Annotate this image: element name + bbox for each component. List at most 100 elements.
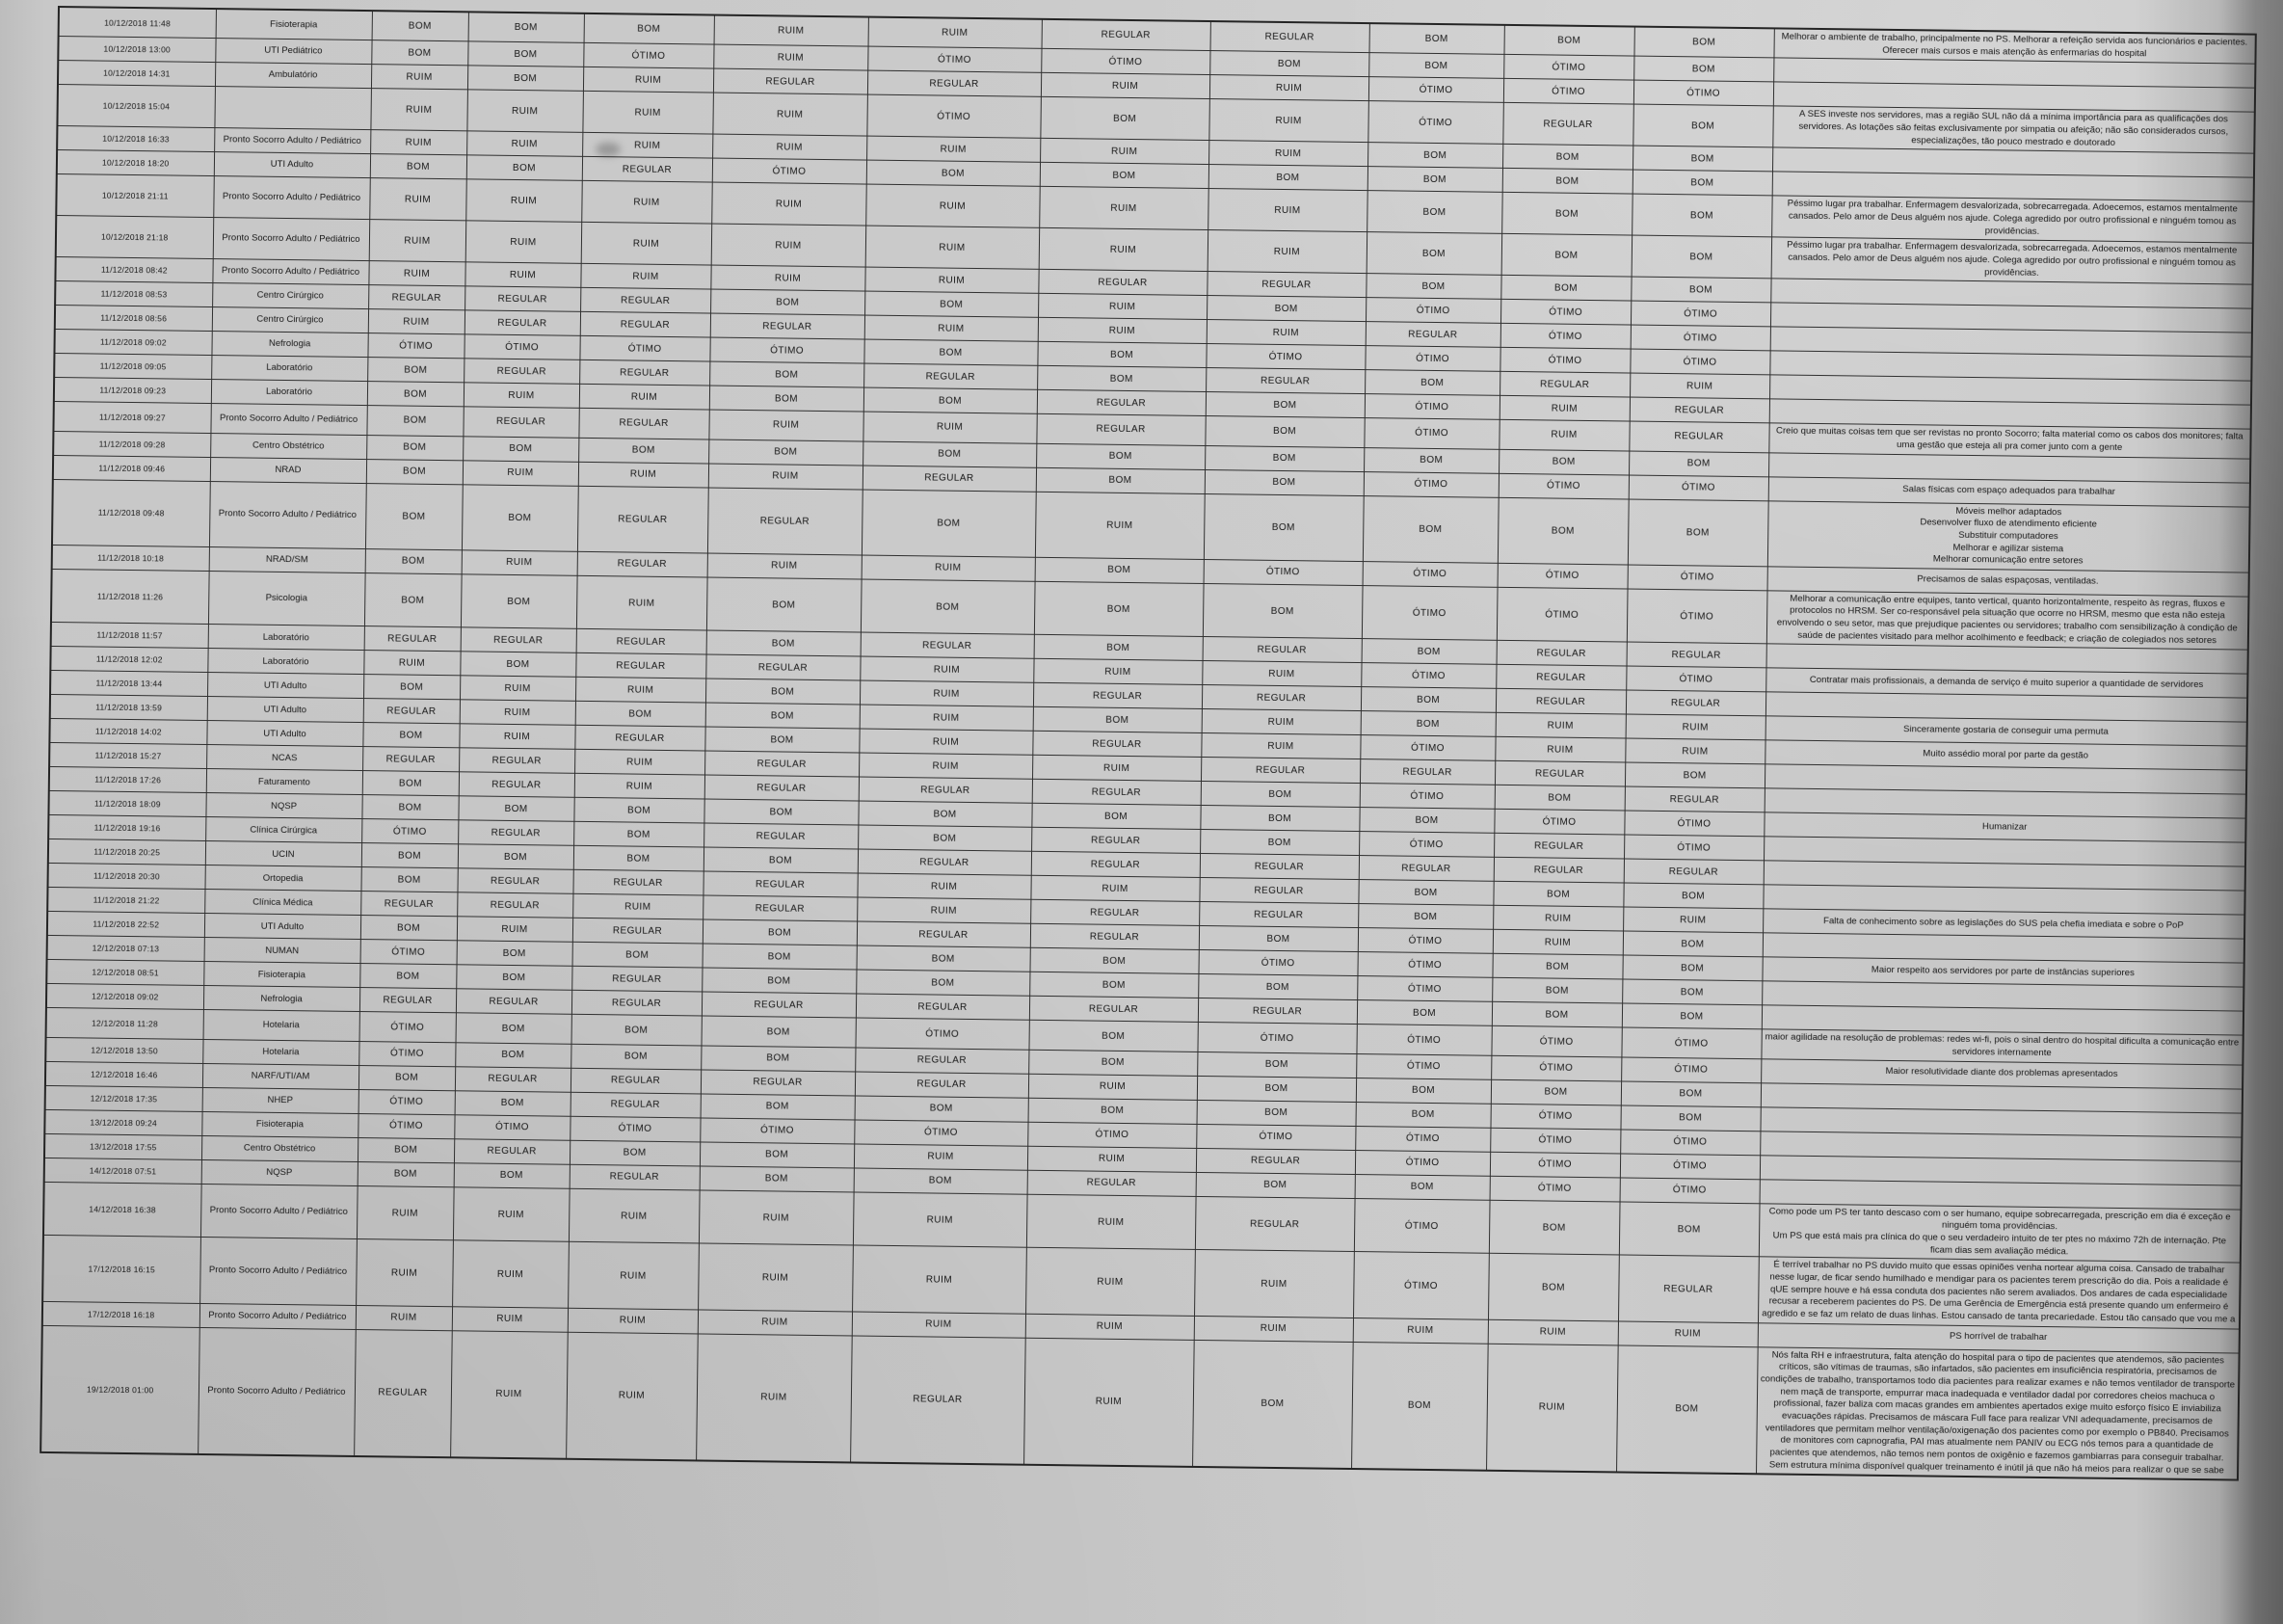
rating-cell: ÓTIMO xyxy=(1621,1027,1762,1059)
rating-cell: ÓTIMO xyxy=(866,94,1041,139)
rating-cell: ÓTIMO xyxy=(1626,666,1766,693)
datetime-cell: 11/12/2018 09:28 xyxy=(53,431,211,458)
rating-cell: RUIM xyxy=(713,14,868,47)
rating-cell: RUIM xyxy=(865,184,1040,228)
rating-cell: RUIM xyxy=(580,263,711,290)
rating-cell: BOM xyxy=(1039,162,1209,189)
sector-cell: Laboratório xyxy=(210,379,368,406)
rating-cell: BOM xyxy=(1491,1001,1623,1028)
scan-smudge-mark xyxy=(596,143,621,156)
rating-cell: BOM xyxy=(1618,1201,1760,1258)
rating-cell: RUIM xyxy=(1208,74,1369,101)
rating-cell: ÓTIMO xyxy=(361,818,459,845)
rating-cell: BOM xyxy=(1616,1344,1758,1475)
rating-cell: RUIM xyxy=(698,1189,854,1246)
rating-cell: BOM xyxy=(569,1140,701,1166)
sector-cell: Pronto Socorro Adulto / Pediátrico xyxy=(198,1327,356,1457)
sector-cell: Psicologia xyxy=(207,571,365,626)
rating-cell: RUIM xyxy=(1202,660,1362,687)
rating-cell: RUIM xyxy=(582,91,713,135)
rating-cell: RUIM xyxy=(1208,188,1367,232)
rating-cell: RUIM xyxy=(853,1143,1028,1170)
rating-cell: BOM xyxy=(861,489,1036,558)
rating-cell: RUIM xyxy=(1025,1247,1195,1317)
datetime-cell: 11/12/2018 14:02 xyxy=(49,718,207,745)
rating-cell: BOM xyxy=(705,630,861,657)
rating-cell: BOM xyxy=(1624,762,1765,789)
rating-cell: REGULAR xyxy=(1036,389,1207,416)
rating-cell: ÓTIMO xyxy=(1359,783,1495,810)
survey-table-body: 10/12/2018 11:48 Fisioterapia BOM BOM BOM RUI… xyxy=(40,7,2256,1480)
rating-cell: ÓTIMO xyxy=(367,333,465,359)
rating-cell: REGULAR xyxy=(454,1066,571,1093)
rating-cell: BOM xyxy=(1031,803,1201,830)
rating-cell: BOM xyxy=(704,679,861,706)
rating-cell: REGULAR xyxy=(701,992,857,1019)
rating-cell: ÓTIMO xyxy=(1628,474,1769,501)
rating-cell: RUIM xyxy=(1033,658,1203,685)
rating-cell: ÓTIMO xyxy=(1503,54,1634,81)
rating-cell: REGULAR xyxy=(354,1329,452,1458)
datetime-cell: 10/12/2018 15:04 xyxy=(57,84,215,128)
rating-cell: RUIM xyxy=(1039,186,1208,230)
rating-cell: RUIM xyxy=(859,753,1033,780)
rating-cell: RUIM xyxy=(459,700,575,726)
rating-cell: ÓTIMO xyxy=(358,1113,455,1139)
rating-cell: RUIM xyxy=(863,412,1037,443)
rating-cell: RUIM xyxy=(1194,1249,1354,1318)
rating-cell: RUIM xyxy=(1038,293,1208,320)
rating-cell: BOM xyxy=(1032,706,1202,733)
rating-cell: BOM xyxy=(702,919,858,946)
rating-cell: BOM xyxy=(359,915,458,942)
comment-cell: Melhorar a comunicação entre equipes, ta… xyxy=(1765,590,2249,651)
rating-cell: BOM xyxy=(361,794,459,821)
rating-cell: REGULAR xyxy=(1200,757,1361,784)
datetime-cell: 11/12/2018 08:53 xyxy=(55,280,213,307)
rating-cell: RUIM xyxy=(1031,755,1202,782)
rating-cell: BOM xyxy=(1487,1253,1619,1321)
rating-cell: BOM xyxy=(361,770,460,797)
rating-cell: BOM xyxy=(463,436,579,462)
rating-cell: RUIM xyxy=(582,67,714,93)
rating-cell: BOM xyxy=(1362,495,1499,564)
rating-cell: BOM xyxy=(1035,466,1206,494)
rating-cell: ÓTIMO xyxy=(1206,343,1366,370)
rating-cell: ÓTIMO xyxy=(1630,349,1770,376)
rating-cell: RUIM xyxy=(708,410,863,441)
rating-cell: ÓTIMO xyxy=(454,1114,571,1141)
rating-cell: BOM xyxy=(371,11,468,42)
rating-cell: REGULAR xyxy=(858,777,1032,804)
rating-cell: BOM xyxy=(1632,170,1772,197)
rating-cell: RUIM xyxy=(1623,907,1764,934)
rating-cell: ÓTIMO xyxy=(1619,1153,1761,1180)
rating-cell: BOM xyxy=(583,13,714,45)
rating-cell: BOM xyxy=(703,799,859,826)
rating-cell: REGULAR xyxy=(571,966,703,993)
rating-cell: BOM xyxy=(1040,96,1209,141)
rating-cell: BOM xyxy=(710,289,865,316)
rating-cell: RUIM xyxy=(1208,98,1368,143)
rating-cell: RUIM xyxy=(1495,712,1626,739)
rating-cell: BOM xyxy=(366,435,464,461)
rating-cell: BOM xyxy=(371,40,468,67)
rating-cell: ÓTIMO xyxy=(1363,471,1500,497)
rating-cell: REGULAR xyxy=(703,775,860,802)
comment-cell: Péssimo lugar pra trabalhar. Enfermagem … xyxy=(1771,196,2254,244)
datetime-cell: 11/12/2018 19:16 xyxy=(48,814,206,841)
sector-cell: Pronto Socorro Adulto / Pediátrico xyxy=(199,1303,357,1330)
rating-cell: ÓTIMO xyxy=(1500,299,1632,326)
rating-cell: ÓTIMO xyxy=(579,335,710,362)
sector-cell: Laboratório xyxy=(207,648,364,675)
rating-cell: REGULAR xyxy=(1500,371,1631,398)
rating-cell: ÓTIMO xyxy=(358,1089,455,1115)
rating-cell: ÓTIMO xyxy=(1491,1055,1622,1081)
rating-cell: REGULAR xyxy=(1629,421,1769,453)
rating-cell: BOM xyxy=(1497,496,1629,565)
rating-cell: RUIM xyxy=(1492,929,1624,956)
sector-cell: Centro Obstétrico xyxy=(200,1135,358,1162)
rating-cell: RUIM xyxy=(370,88,467,132)
rating-cell: RUIM xyxy=(696,1333,852,1463)
sector-cell: Pronto Socorro Adulto / Pediátrico xyxy=(212,258,369,285)
rating-cell: RUIM xyxy=(578,384,710,411)
